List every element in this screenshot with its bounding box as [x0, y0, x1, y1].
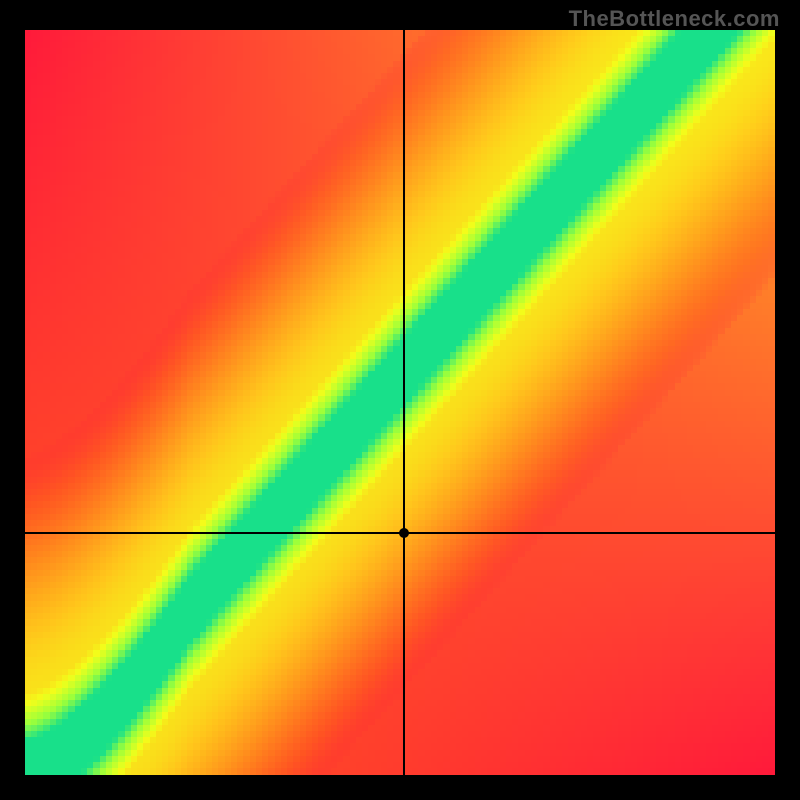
chart-container: { "watermark": { "text": "TheBottleneck.… [0, 0, 800, 800]
crosshair-marker [399, 528, 409, 538]
crosshair-vertical [403, 30, 405, 775]
bottleneck-heatmap [25, 30, 775, 775]
watermark-text: TheBottleneck.com [569, 6, 780, 32]
